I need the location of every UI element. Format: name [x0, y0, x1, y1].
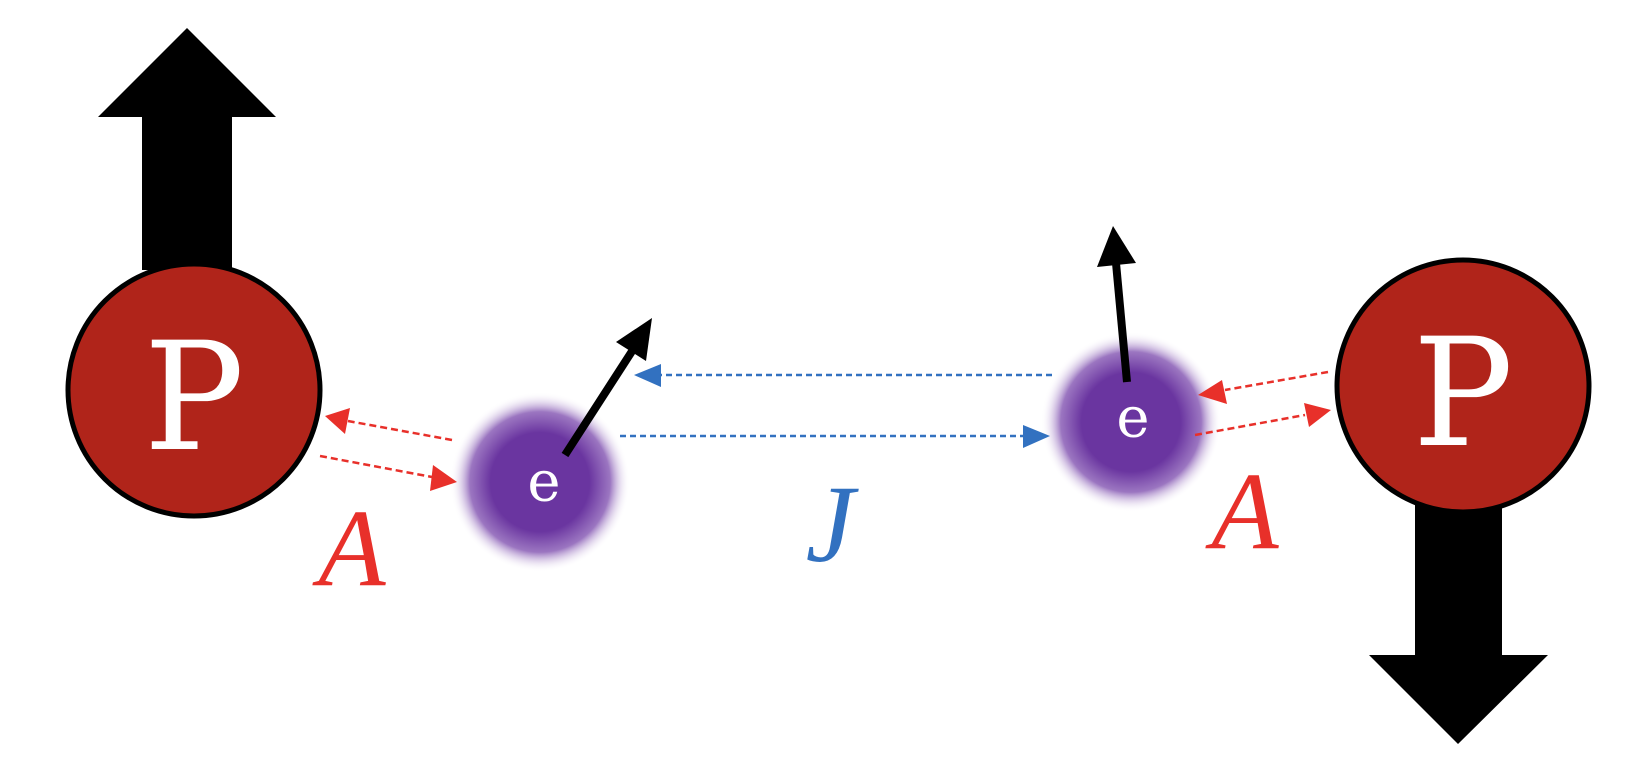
nucleus-right-label: P	[1413, 307, 1514, 481]
electron-left-spin-arrow	[561, 318, 652, 458]
electron-right-label: e	[1116, 386, 1149, 451]
electron-left-label: e	[527, 450, 560, 515]
nucleus-right: P	[1334, 257, 1592, 515]
exchange-arrows	[620, 364, 1052, 448]
electron-left-cloud	[450, 392, 630, 572]
hyperfine-right-arrows	[1194, 370, 1331, 437]
exchange-label: J	[806, 463, 860, 585]
electron-right-cloud	[1041, 332, 1221, 512]
electron-right-spin-arrow	[1097, 226, 1136, 383]
nucleus-left: P	[65, 261, 323, 519]
nucleus-left-label: P	[144, 311, 245, 485]
hyperfine-left-arrows	[319, 408, 457, 491]
hyperfine-right-label: A	[1204, 450, 1279, 572]
nucleus-spin-down-arrow	[1369, 500, 1548, 744]
hyperfine-left-label: A	[311, 487, 386, 609]
nucleus-spin-up-arrow	[98, 28, 276, 270]
